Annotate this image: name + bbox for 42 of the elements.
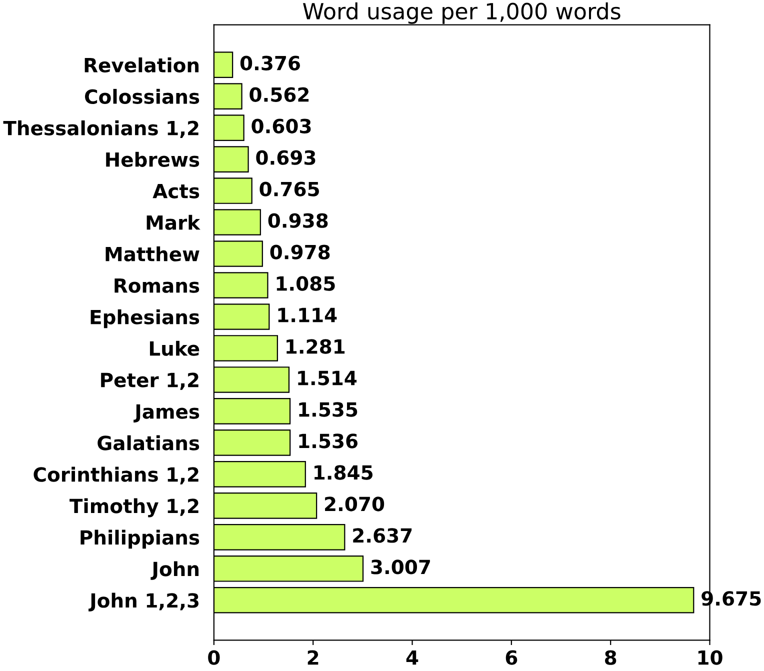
y-tick-label: Galatians xyxy=(98,435,200,450)
y-tick-label: John 1,2,3 xyxy=(88,592,198,612)
chart-title: Word usage per 1,000 words xyxy=(302,2,620,24)
data-label: 0.562 xyxy=(250,87,309,102)
data-label: 1.085 xyxy=(276,276,335,291)
data-label: 1.281 xyxy=(286,339,345,354)
data-label: 2.070 xyxy=(325,496,384,512)
data-label: 1.514 xyxy=(298,370,357,386)
data-label: 3.007 xyxy=(371,560,430,574)
y-tick-label: Peter 1,2 xyxy=(101,372,198,390)
y-tick-label: Luke xyxy=(150,340,200,356)
data-label: 1.845 xyxy=(314,465,372,480)
y-tick-label: Ephesians xyxy=(90,309,200,328)
y-tick-label: Revelation xyxy=(84,57,199,72)
x-tick-label: 0 xyxy=(208,650,220,665)
y-tick-label: Mark xyxy=(146,214,200,230)
data-label: 0.978 xyxy=(270,244,330,260)
x-tick-label: 6 xyxy=(506,650,518,665)
y-tick-label: Romans xyxy=(114,278,200,293)
x-tick-label: 8 xyxy=(605,650,616,665)
data-label: 0.376 xyxy=(240,56,300,70)
data-label: 1.535 xyxy=(299,402,358,417)
y-tick-label: Thessalonians 1,2 xyxy=(3,120,198,138)
x-tick-label: 4 xyxy=(406,650,418,665)
y-tick-label: Timothy 1,2 xyxy=(70,498,198,518)
data-label: 1.114 xyxy=(278,308,337,322)
y-tick-label: Philippians xyxy=(80,530,200,549)
y-tick-label: James xyxy=(134,404,200,422)
y-tick-label: Acts xyxy=(152,184,200,198)
x-tick-label: 10 xyxy=(698,650,722,665)
data-label: 0.765 xyxy=(260,182,319,196)
x-tick-label: 2 xyxy=(308,650,318,665)
data-label: 2.637 xyxy=(353,528,412,543)
y-tick-label: Hebrews xyxy=(106,152,200,167)
y-tick-label: Colossians xyxy=(85,88,200,104)
data-label: 0.693 xyxy=(256,150,316,165)
y-tick-label: John xyxy=(150,561,199,580)
y-tick-label: Matthew xyxy=(106,246,200,262)
data-label: 0.603 xyxy=(252,118,311,134)
data-label: 0.938 xyxy=(268,213,328,228)
y-tick-label: Corinthians 1,2 xyxy=(34,466,198,484)
data-label: 1.536 xyxy=(299,434,358,448)
